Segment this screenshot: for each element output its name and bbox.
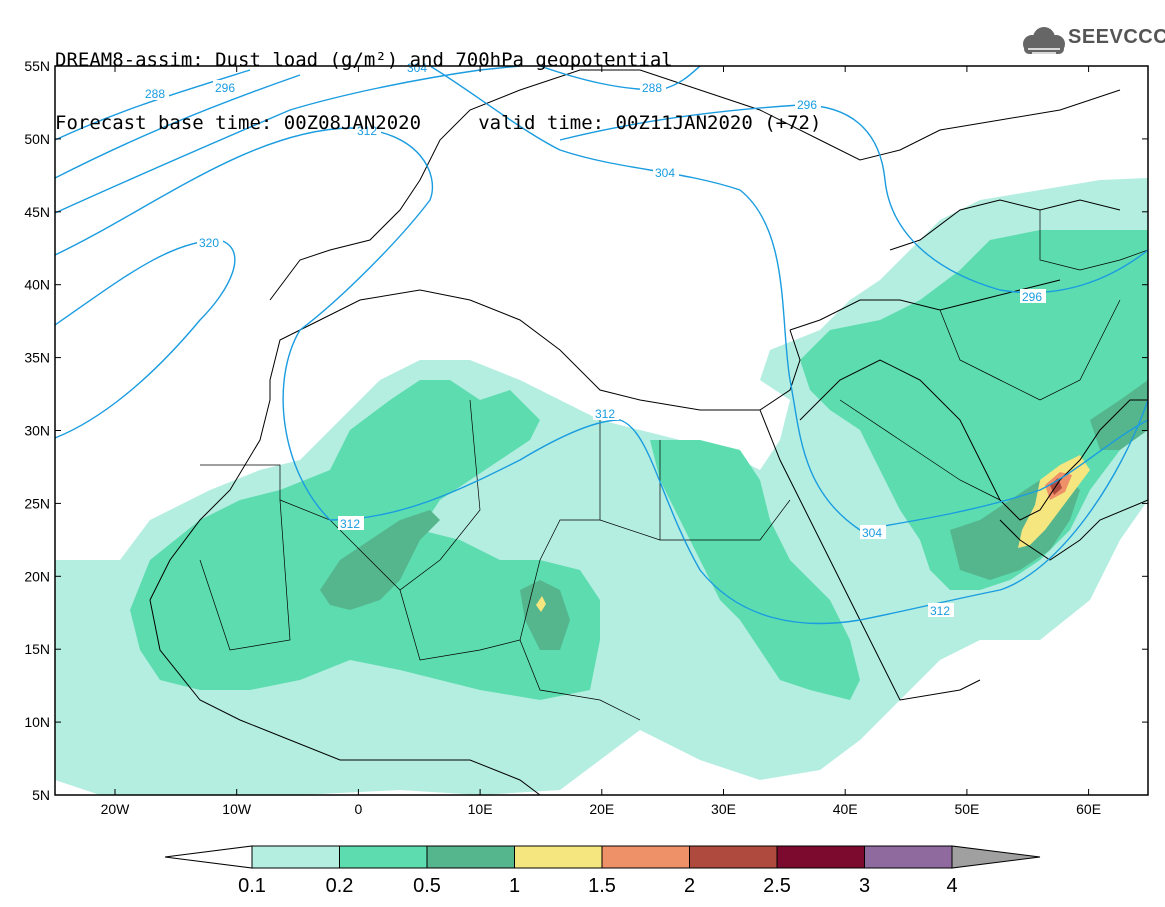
lat-label: 30N	[24, 423, 50, 439]
colorbar-label: 2	[684, 875, 695, 897]
longitude-axis: 20W 10W 0 10E 20E 30E 40E 50E 60E	[101, 66, 1101, 817]
contour-label-312d: 312	[930, 604, 950, 618]
colorbar-label: 0.2	[326, 875, 354, 897]
lat-label: 35N	[24, 350, 50, 366]
title-line-2: Forecast base time: 00Z08JAN2020 valid t…	[55, 112, 822, 134]
colorbar-swatch	[426, 845, 515, 869]
geopotential-contours	[55, 66, 1148, 625]
lon-label: 20E	[589, 801, 614, 817]
colorbar-label: 0.5	[413, 875, 441, 897]
colorbar-label: 0.1	[238, 875, 266, 897]
contour-label-304a: 304	[407, 61, 427, 75]
lon-label: 50E	[954, 801, 979, 817]
lon-label: 10E	[468, 801, 493, 817]
colorbar-swatch	[601, 845, 690, 869]
colorbar-label: 1.5	[588, 875, 616, 897]
lat-label: 40N	[24, 277, 50, 293]
contour-label-312a: 312	[357, 124, 377, 138]
colorbar: 0.1 0.2 0.5 1 1.5 2 2.5 3 4	[164, 845, 1041, 897]
colorbar-min-arrow	[164, 845, 253, 869]
contour-label-312c: 312	[340, 517, 360, 531]
colorbar-label: 4	[946, 875, 957, 897]
contour-label-296b: 296	[797, 98, 817, 112]
lat-label: 10N	[24, 714, 50, 730]
lon-label: 60E	[1076, 801, 1101, 817]
lat-label: 25N	[24, 495, 50, 511]
colorbar-label: 1	[509, 875, 520, 897]
colorbar-label: 2.5	[763, 875, 791, 897]
latitude-axis: 55N 50N 45N 40N 35N 30N 25N 20N 15N 10N 5N	[24, 58, 1148, 803]
country-borders	[199, 210, 1148, 721]
contour-label-296c: 296	[1022, 290, 1042, 304]
contour-label-288b: 288	[642, 81, 662, 95]
contour-label-304c: 304	[862, 526, 882, 540]
title-line-1: DREAM8-assim: Dust load (g/m²) and 700hP…	[55, 49, 673, 71]
colorbar-swatch	[339, 845, 428, 869]
contour-label-304b: 304	[655, 166, 675, 180]
contour-label-296a: 296	[215, 81, 235, 95]
colorbar-swatch	[689, 845, 778, 869]
colorbar-swatch	[514, 845, 603, 869]
contour-label-320: 320	[199, 236, 219, 250]
lon-label: 20W	[101, 801, 131, 817]
contour-labels: 288 296 304 312 320 288 296 304 296 312 …	[143, 60, 1046, 618]
lat-label: 5N	[32, 787, 50, 803]
contour-label-288a: 288	[145, 87, 165, 101]
lon-label: 0	[355, 801, 363, 817]
lon-label: 40E	[833, 801, 858, 817]
cloud-logo-icon	[1023, 27, 1065, 54]
colorbar-swatch	[864, 845, 953, 869]
lat-label: 55N	[24, 58, 50, 74]
lat-label: 15N	[24, 641, 50, 657]
colorbar-max-arrow	[951, 845, 1041, 869]
lat-label: 20N	[24, 568, 50, 584]
colorbar-swatch	[776, 845, 865, 869]
lon-label: 30E	[711, 801, 736, 817]
dust-load-layer-1	[536, 455, 1090, 612]
colorbar-swatch	[251, 845, 340, 869]
contour-label-312b: 312	[595, 407, 615, 421]
lat-label: 45N	[24, 204, 50, 220]
colorbar-label: 3	[859, 875, 870, 897]
lat-label: 50N	[24, 131, 50, 147]
logo-text: SEEVCCC	[1068, 26, 1165, 48]
lon-label: 10W	[222, 801, 252, 817]
map-title: DREAM8-assim: Dust load (g/m²) and 700hP…	[55, 8, 821, 155]
